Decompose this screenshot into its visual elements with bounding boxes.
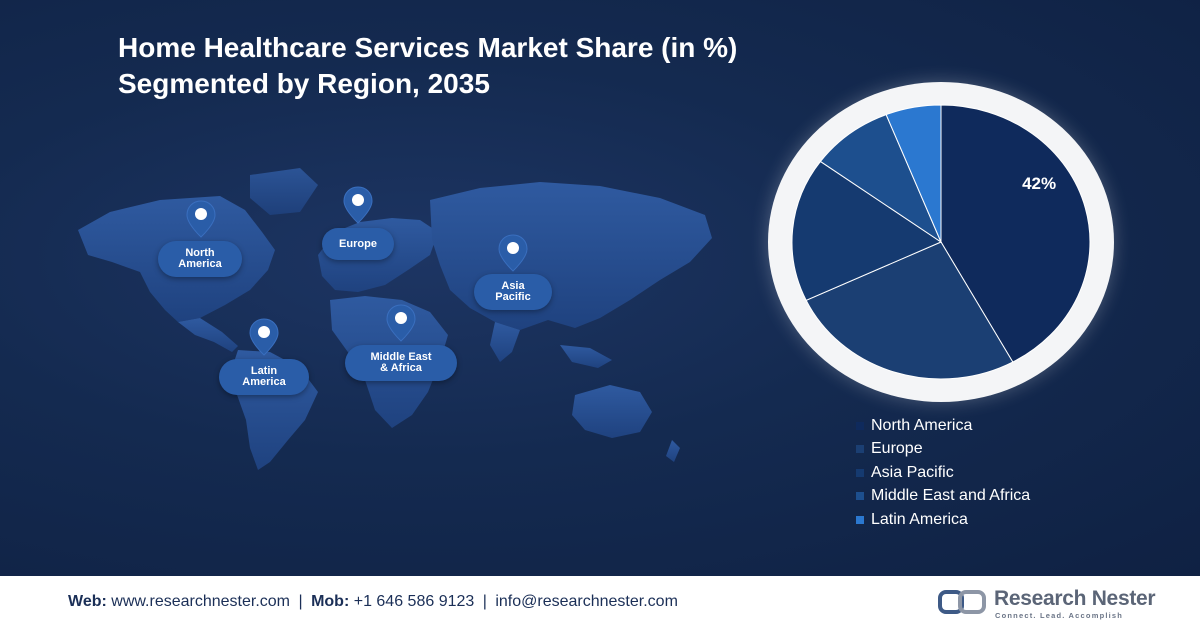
legend-swatch [856, 421, 864, 430]
phone-number[interactable]: +1 646 586 9123 [353, 593, 475, 610]
legend-item: Asia Pacific [856, 461, 1030, 485]
legend-label: Asia Pacific [871, 463, 954, 481]
pie-slice-asia-pacific [791, 160, 943, 301]
location-pin-icon [343, 186, 373, 224]
location-pin-icon [386, 304, 416, 342]
infographic-panel: Home Healthcare Services Market Share (i… [0, 0, 1200, 576]
website-link[interactable]: www.researchnester.com [111, 593, 290, 610]
contact-info: Web: www.researchnester.com | Mob: +1 64… [68, 593, 678, 611]
legend-label: Middle East and Africa [871, 487, 1031, 505]
chart-legend: North America Europe Asia Pacific Middle Ea… [856, 414, 1030, 532]
map-label-asia-pacific: Asia Pacific [474, 274, 552, 310]
location-pin-icon [498, 234, 528, 272]
map-label-middle-east-africa: Middle East & Africa [345, 345, 457, 381]
legend-swatch [856, 468, 864, 477]
legend-swatch [856, 515, 864, 524]
pie-chart-frame: 42% [768, 82, 1114, 402]
pie-chart: 42% [791, 104, 1091, 380]
legend-label: North America [871, 416, 973, 434]
legend-swatch [856, 445, 864, 454]
footer: Web: www.researchnester.com | Mob: +1 64… [0, 576, 1200, 628]
map-label-north-america: North America [158, 241, 242, 277]
legend-label: Latin America [871, 510, 968, 528]
logo-tagline: Connect. Lead. Accomplish [995, 611, 1124, 620]
location-pin-icon [249, 318, 279, 356]
pie-data-label: 42% [1022, 174, 1056, 193]
legend-item: Latin America [856, 508, 1030, 532]
title-line-1: Home Healthcare Services Market Share (i… [118, 32, 738, 63]
pie-slice-europe [805, 241, 1014, 380]
map-label-latin-america: Latin America [219, 359, 309, 395]
legend-swatch [856, 492, 864, 501]
logo-name: Research Nester [994, 587, 1156, 610]
web-label: Web: [68, 593, 107, 610]
legend-item: Europe [856, 438, 1030, 462]
chart-title: Home Healthcare Services Market Share (i… [118, 30, 737, 102]
title-line-2: Segmented by Region, 2035 [118, 68, 490, 99]
pie-slice-north-america [940, 104, 1091, 363]
email-link[interactable]: info@researchnester.com [495, 593, 678, 610]
separator: | [298, 593, 303, 610]
map-label-europe: Europe [322, 228, 394, 260]
legend-item: North America [856, 414, 1030, 438]
pie-slice-middle-east-and-africa [819, 113, 943, 244]
location-pin-icon [186, 200, 216, 238]
legend-label: Europe [871, 440, 923, 458]
mobile-label: Mob: [311, 593, 350, 610]
legend-item: Middle East and Africa [856, 485, 1030, 509]
research-nester-logo: Research Nester Connect. Lead. Accomplis… [938, 585, 1156, 621]
pie-slice-latin-america [885, 104, 942, 243]
separator: | [482, 593, 487, 610]
logo-icon [938, 590, 986, 614]
